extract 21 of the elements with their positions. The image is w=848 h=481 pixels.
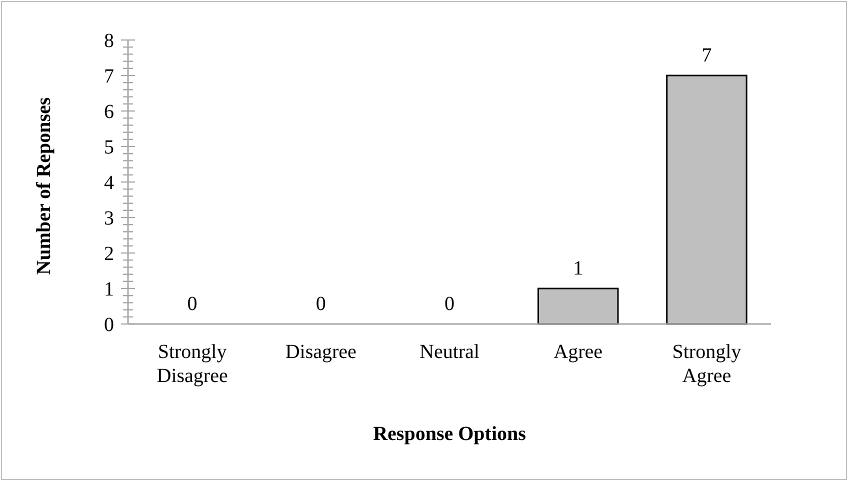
data-label: 0 [316,293,326,315]
y-tick-label: 4 [104,172,114,194]
data-label: 7 [702,44,712,66]
y-tick-label: 7 [104,66,114,88]
y-tick-label: 0 [104,314,114,336]
data-label: 1 [573,258,584,280]
y-tick-label: 3 [104,208,114,230]
x-tick-label: Agree [554,341,603,363]
x-tick-label: Strongly Agree [672,341,742,387]
y-tick-label: 6 [104,101,114,123]
y-tick-label: 2 [104,243,114,265]
x-tick-label: Neutral [420,341,480,363]
y-axis-title: Number of Reponses [33,97,55,275]
data-label: 0 [444,293,454,315]
x-tick-label: Disagree [285,341,357,363]
y-tick-label: 8 [104,30,114,52]
x-tick-label: Strongly Disagree [156,341,228,387]
data-label: 0 [187,293,198,315]
y-tick-label: 5 [104,136,114,158]
y-tick-label: 1 [104,278,114,300]
x-axis-title: Response Options [373,423,526,445]
